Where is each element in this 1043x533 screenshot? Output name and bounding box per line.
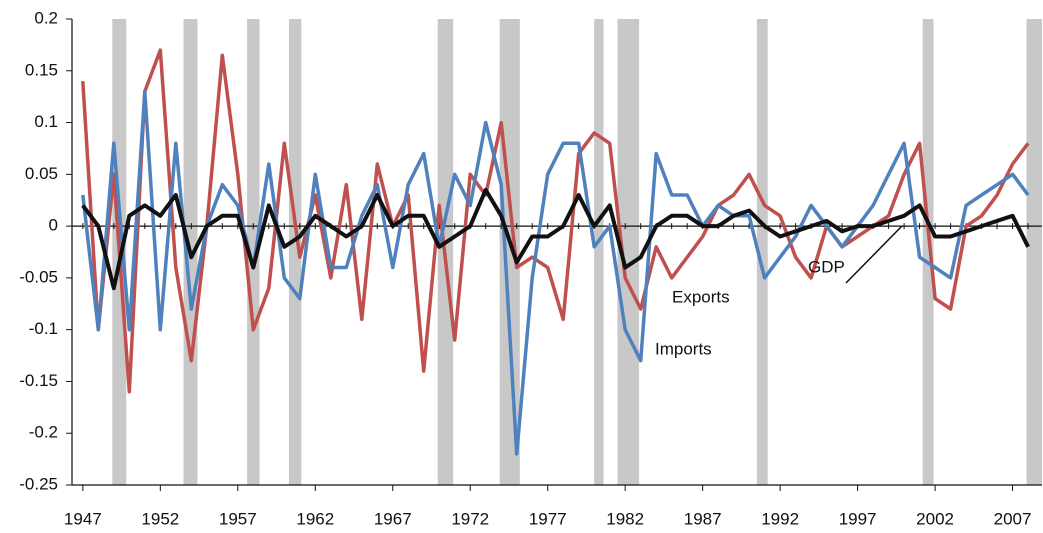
y-tick-label: 0.2: [34, 8, 58, 27]
x-tick-label: 1952: [141, 509, 179, 528]
shaded-period: [247, 19, 260, 485]
y-tick-label: 0.1: [34, 112, 58, 131]
y-tick-label: -0.25: [19, 474, 58, 493]
x-tick-label: 1957: [219, 509, 257, 528]
x-tick-label: 1962: [296, 509, 334, 528]
x-tick-label: 1977: [529, 509, 567, 528]
x-tick-label: 1972: [451, 509, 489, 528]
shaded-period: [594, 19, 604, 485]
y-tick-label: 0.15: [25, 60, 58, 79]
x-tick-label: 1992: [761, 509, 799, 528]
series-label: GDP: [808, 257, 845, 276]
x-tick-label: 1997: [839, 509, 877, 528]
x-tick-label: 1947: [64, 509, 102, 528]
x-tick-label: 1982: [606, 509, 644, 528]
series-label: Exports: [672, 287, 730, 306]
y-tick-label: -0.15: [19, 371, 58, 390]
x-tick-label: 2002: [916, 509, 954, 528]
y-tick-label: 0.05: [25, 164, 58, 183]
y-tick-label: -0.1: [29, 319, 58, 338]
shaded-period: [617, 19, 640, 485]
y-tick-label: -0.05: [19, 267, 58, 286]
shaded-period: [1026, 19, 1042, 485]
shaded-period: [756, 19, 768, 485]
series-line: [81, 187, 1030, 291]
shaded-period: [499, 19, 520, 485]
x-tick-label: 1967: [374, 509, 412, 528]
x-tick-label: 1987: [684, 509, 722, 528]
x-tick-label: 2007: [994, 509, 1032, 528]
y-tick-label: -0.2: [29, 423, 58, 442]
shaded-period: [922, 19, 934, 485]
y-tick-label: 0: [49, 216, 58, 235]
series-label: Imports: [655, 339, 712, 358]
leader-line: [845, 225, 903, 284]
shaded-period: [288, 19, 302, 485]
series-line: [81, 89, 1030, 456]
